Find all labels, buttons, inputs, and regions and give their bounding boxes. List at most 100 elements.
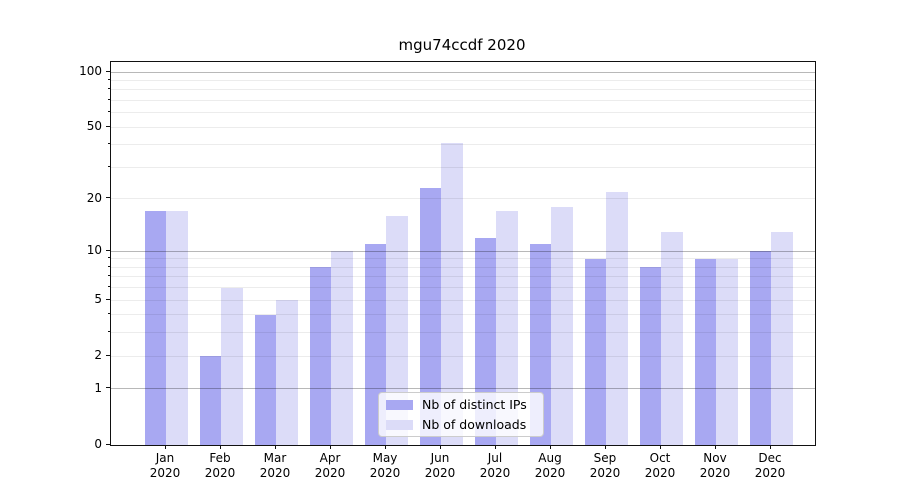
bar-downloads (606, 191, 628, 445)
bar-distinct-ips (749, 251, 771, 445)
grid-line-minor (111, 79, 815, 81)
x-axis-tick-label: May 2020 (369, 451, 401, 480)
grid-line-minor (111, 144, 815, 146)
bar-distinct-ips (309, 267, 331, 445)
x-axis-tick-label: Dec 2020 (754, 451, 786, 480)
x-axis-tick (274, 445, 276, 449)
x-axis-tick (164, 445, 166, 449)
bar-downloads (496, 211, 518, 445)
bar-distinct-ips (694, 258, 716, 445)
plot-area (110, 61, 816, 446)
y-axis-tick-label: 10 (86, 243, 102, 258)
y-axis-tick-label: 5 (94, 292, 102, 307)
bar-downloads (716, 258, 738, 445)
grid-line-minor (111, 299, 815, 301)
y-axis-tick (106, 443, 110, 445)
legend-label-downloads: Nb of downloads (422, 417, 527, 432)
bar-downloads (331, 251, 353, 445)
grid-line-major (111, 388, 815, 390)
x-axis-tick-label: Jan 2020 (149, 451, 181, 480)
x-axis-tick (659, 445, 661, 449)
bar-downloads (221, 287, 243, 445)
y-axis-tick-label: 50 (86, 119, 102, 134)
grid-line-minor (111, 332, 815, 334)
y-axis-tick-label: 100 (79, 64, 102, 78)
grid-line-minor (111, 258, 815, 260)
y-axis-minor-tick (107, 265, 110, 267)
grid-line-minor (111, 112, 815, 114)
x-axis-tick (769, 445, 771, 449)
x-axis-tick (494, 445, 496, 449)
x-axis-tick-label: Mar 2020 (259, 451, 291, 480)
bar-distinct-ips (584, 258, 606, 445)
y-axis-minor-tick (107, 111, 110, 113)
y-axis-minor-tick (107, 354, 110, 356)
x-axis-tick-label: Jun 2020 (424, 451, 456, 480)
x-axis-tick-label: Jul 2020 (479, 451, 511, 480)
bar-distinct-ips (419, 188, 441, 445)
x-axis-tick (329, 445, 331, 449)
grid-line-minor (111, 276, 815, 278)
bar-downloads (771, 231, 793, 445)
y-axis-tick-label: 20 (86, 190, 102, 205)
x-axis-tick (714, 445, 716, 449)
y-axis-minor-tick (107, 275, 110, 277)
y-axis-minor-tick (107, 78, 110, 80)
y-axis-minor-tick (107, 298, 110, 300)
y-axis-tick-label: 1 (94, 380, 102, 395)
x-axis-tick-label: Nov 2020 (699, 451, 731, 480)
y-axis-minor-tick (107, 125, 110, 127)
y-axis-minor-tick (107, 165, 110, 167)
legend-swatch-distinct-ips (386, 399, 413, 410)
x-axis-tick (439, 445, 441, 449)
x-axis-tick-label: Sep 2020 (589, 451, 621, 480)
grid-line-minor (111, 287, 815, 289)
y-axis-minor-tick (107, 331, 110, 333)
x-axis-tick-label: Feb 2020 (204, 451, 236, 480)
grid-line-major (111, 71, 815, 73)
y-axis-tick-label: 0 (94, 437, 102, 451)
grid-line-minor (111, 198, 815, 200)
grid-line-minor (111, 99, 815, 101)
y-axis-minor-tick (107, 286, 110, 288)
grid-line-minor (111, 126, 815, 128)
x-axis-tick (604, 445, 606, 449)
bar-downloads (551, 207, 573, 445)
legend-entry-distinct-ips: Nb of distinct IPs (379, 397, 543, 412)
x-axis-tick (384, 445, 386, 449)
y-axis-minor-tick (107, 98, 110, 100)
x-axis-tick-label: Aug 2020 (534, 451, 566, 480)
bar-distinct-ips (199, 356, 221, 445)
legend-label-distinct-ips: Nb of distinct IPs (422, 397, 527, 412)
x-axis-tick (549, 445, 551, 449)
y-axis-minor-tick (107, 197, 110, 199)
x-axis-tick-label: Oct 2020 (644, 451, 676, 480)
grid-line-minor (111, 89, 815, 91)
y-axis-minor-tick (107, 143, 110, 145)
grid-line-minor (111, 355, 815, 357)
bar-distinct-ips (144, 211, 166, 445)
x-axis-tick (219, 445, 221, 449)
y-axis-tick (106, 249, 110, 251)
chart-title: mgu74ccdf 2020 (398, 36, 526, 54)
y-axis-tick-label: 2 (94, 348, 102, 363)
legend-entry-downloads: Nb of downloads (379, 417, 543, 432)
grid-line-minor (111, 166, 815, 168)
grid-line-minor (111, 266, 815, 268)
y-axis-tick (106, 387, 110, 389)
legend: Nb of distinct IPs Nb of downloads (378, 392, 544, 437)
legend-swatch-downloads (386, 419, 413, 430)
bar-downloads (276, 300, 298, 445)
y-axis-minor-tick (107, 257, 110, 259)
bar-downloads (386, 216, 408, 445)
y-axis-tick (106, 70, 110, 72)
bar-downloads (661, 231, 683, 445)
bar-downloads (441, 142, 463, 445)
grid-line-major (111, 250, 815, 252)
x-axis-tick-label: Apr 2020 (314, 451, 346, 480)
grid-line-minor (111, 314, 815, 316)
bar-downloads (166, 211, 188, 445)
y-axis-minor-tick (107, 88, 110, 90)
bar-distinct-ips (639, 267, 661, 445)
